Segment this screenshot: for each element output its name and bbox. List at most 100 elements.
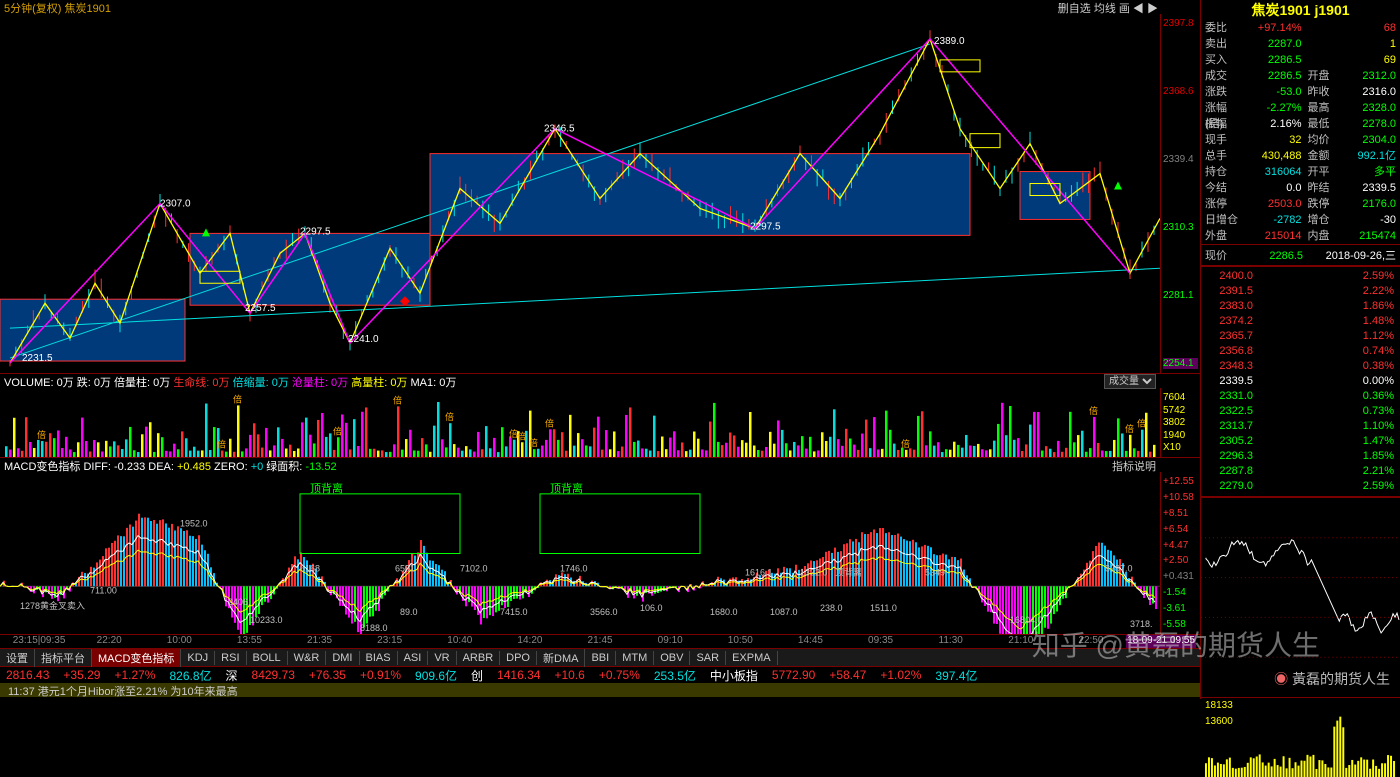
indicator-tabs-bar: 设置指标平台MACD变色指标KDJRSIBOLLW&RDMIBIASASIVRA…: [0, 649, 1200, 667]
tab-DPO[interactable]: DPO: [500, 651, 537, 665]
svg-text:6551: 6551: [395, 563, 415, 573]
tab-OBV[interactable]: OBV: [654, 651, 690, 665]
price-chart-canvas[interactable]: 2231.5 2307.0 2257.5 2297.5 2241.0 2346.5 2297…: [0, 14, 1160, 373]
svg-text:倍: 倍: [233, 394, 242, 405]
ladder-row: 2374.21.48%: [1201, 314, 1400, 329]
svg-text:倍: 倍: [37, 429, 46, 440]
quote-row: 今结0.0昨结2339.5: [1201, 180, 1400, 196]
svg-text:顶背离: 顶背离: [550, 481, 583, 495]
svg-text:2241.0: 2241.0: [348, 334, 379, 345]
svg-text:2389.0: 2389.0: [934, 36, 965, 47]
ladder-row: 2331.00.36%: [1201, 389, 1400, 404]
price-y-axis: 2397.82368.62339.42310.32281.12254.1: [1160, 14, 1200, 373]
current-price-value: 2286.5: [1245, 245, 1309, 265]
tab-新DMA[interactable]: 新DMA: [537, 649, 585, 667]
svg-text:倍: 倍: [1137, 418, 1146, 429]
svg-text:倍: 倍: [545, 417, 554, 428]
svg-text:2231.5: 2231.5: [22, 353, 53, 364]
current-date: 2018-09-26,三: [1309, 245, 1400, 265]
macd-panel[interactable]: MACD变色指标 DIFF: -0.233 DEA: +0.485 ZERO: …: [0, 458, 1200, 635]
news-ticker: 11:37 港元1个月Hibor涨至2.21% 为10年来最高: [0, 683, 1200, 697]
svg-text:1511.0: 1511.0: [870, 603, 897, 613]
tab-BIAS[interactable]: BIAS: [360, 651, 398, 665]
quote-row: 涨幅(结)-2.27%最高2328.0: [1201, 100, 1400, 116]
quote-row: 成交2286.5开盘2312.0: [1201, 68, 1400, 84]
svg-text:16804.0: 16804.0: [1010, 615, 1043, 625]
tab-active[interactable]: MACD变色指标: [92, 649, 181, 667]
tab-BBI[interactable]: BBI: [585, 651, 616, 665]
svg-text:2297.5: 2297.5: [750, 221, 781, 232]
svg-text:倍: 倍: [393, 394, 402, 405]
svg-text:7102.0: 7102.0: [460, 563, 488, 573]
svg-text:1278黄金叉卖入: 1278黄金叉卖入: [20, 600, 85, 611]
tab-SAR[interactable]: SAR: [690, 651, 726, 665]
ladder-row: 2279.02.59%: [1201, 479, 1400, 494]
svg-text:8188.0: 8188.0: [360, 623, 388, 633]
quote-row: 卖出2287.01: [1201, 36, 1400, 52]
ladder-row: 2339.50.00%: [1201, 374, 1400, 389]
svg-text:倍: 倍: [517, 430, 526, 441]
chart-title-bar: 5分钟(复权) 焦炭1901 删自选 均线 画 ◀ ▶: [0, 0, 1200, 14]
main-chart-area: 5分钟(复权) 焦炭1901 删自选 均线 画 ◀ ▶ 2231.5 2307.0…: [0, 0, 1200, 699]
volume-dropdown[interactable]: 成交量: [1104, 374, 1156, 389]
tab-RSI[interactable]: RSI: [215, 651, 246, 665]
price-chart-panel[interactable]: 2231.5 2307.0 2257.5 2297.5 2241.0 2346.5 2297…: [0, 14, 1200, 374]
tab-DMI[interactable]: DMI: [326, 651, 359, 665]
quote-row: 现手32均价2304.0: [1201, 132, 1400, 148]
quote-row: 涨停2503.0跌停2176.0: [1201, 196, 1400, 212]
quote-row: 日增仓-2782增仓-30: [1201, 212, 1400, 228]
svg-text:7415.0: 7415.0: [500, 607, 528, 617]
quote-row: 持仓316064开平多平: [1201, 164, 1400, 180]
quote-row: 总手430,488金额992.1亿: [1201, 148, 1400, 164]
svg-text:2257.5: 2257.5: [245, 303, 276, 314]
svg-text:711.00: 711.00: [90, 585, 117, 595]
tab-EXPMA[interactable]: EXPMA: [726, 651, 778, 665]
macd-canvas[interactable]: 顶背离顶背离1278黄金叉卖入1952.0711.002406.10233.06…: [0, 472, 1160, 634]
volume-canvas[interactable]: 倍倍倍倍倍倍倍倍倍倍倍倍倍倍: [0, 388, 1160, 457]
svg-text:倍: 倍: [333, 425, 342, 436]
ladder-row: 2365.71.12%: [1201, 329, 1400, 344]
tab-W&R[interactable]: W&R: [288, 651, 327, 665]
quote-row: 外盘215014内盘215474: [1201, 228, 1400, 244]
svg-text:3566.0: 3566.0: [590, 607, 618, 617]
tab-ASI[interactable]: ASI: [398, 651, 429, 665]
volume-labels: VOLUME: 0万 跌: 0万 倍量柱: 0万 生命线: 0万 倍缩量: 0万…: [0, 374, 1200, 388]
svg-text:5349: 5349: [925, 567, 945, 577]
tick-chart[interactable]: [1201, 497, 1400, 697]
svg-text:1087.0: 1087.0: [770, 607, 798, 617]
tab-ARBR[interactable]: ARBR: [457, 651, 501, 665]
svg-text:10233.0: 10233.0: [250, 615, 283, 625]
svg-text:2406.: 2406.: [228, 597, 251, 607]
tab-指标平台[interactable]: 指标平台: [35, 649, 92, 667]
tab-设置[interactable]: 设置: [0, 649, 35, 667]
svg-text:1680.0: 1680.0: [710, 607, 738, 617]
time-axis: 23:15|09:3522:2010:0013:5521:3523:1510:4…: [0, 635, 1200, 649]
svg-text:1616.1: 1616.1: [745, 567, 773, 577]
quote-panel: 焦炭1901 j1901 委比+97.14%68卖出2287.01买入2286.…: [1200, 0, 1400, 699]
ladder-row: 2296.31.85%: [1201, 449, 1400, 464]
ladder-row: 2322.50.73%: [1201, 404, 1400, 419]
svg-text:倍: 倍: [217, 439, 226, 450]
ladder-row: 2356.80.74%: [1201, 344, 1400, 359]
tab-KDJ[interactable]: KDJ: [181, 651, 215, 665]
quote-row: 振幅2.16%最低2278.0: [1201, 116, 1400, 132]
tick-volume-chart[interactable]: 18133 13600: [1201, 697, 1400, 777]
svg-text:2307.0: 2307.0: [160, 198, 191, 209]
current-price-label: 现价: [1201, 245, 1245, 265]
svg-text:2297.5: 2297.5: [300, 226, 331, 237]
tab-BOLL[interactable]: BOLL: [247, 651, 288, 665]
svg-text:8287.0: 8287.0: [1105, 563, 1133, 573]
svg-text:238.0: 238.0: [820, 603, 843, 613]
tab-MTM[interactable]: MTM: [616, 651, 654, 665]
price-ladder: 2400.02.59%2391.52.22%2383.01.86%2374.21…: [1201, 266, 1400, 497]
ladder-row: 2348.30.38%: [1201, 359, 1400, 374]
quote-row: 买入2286.569: [1201, 52, 1400, 68]
volume-y-axis: 7604574238021940X10: [1160, 388, 1200, 457]
ladder-row: 2305.21.47%: [1201, 434, 1400, 449]
quote-row: 委比+97.14%68: [1201, 20, 1400, 36]
svg-text:2346.5: 2346.5: [544, 124, 575, 135]
volume-panel[interactable]: VOLUME: 0万 跌: 0万 倍量柱: 0万 生命线: 0万 倍缩量: 0万…: [0, 374, 1200, 458]
svg-text:倍: 倍: [529, 437, 538, 448]
tab-VR[interactable]: VR: [428, 651, 456, 665]
weibo-watermark: ◉ 黃磊的期货人生: [1274, 669, 1390, 689]
